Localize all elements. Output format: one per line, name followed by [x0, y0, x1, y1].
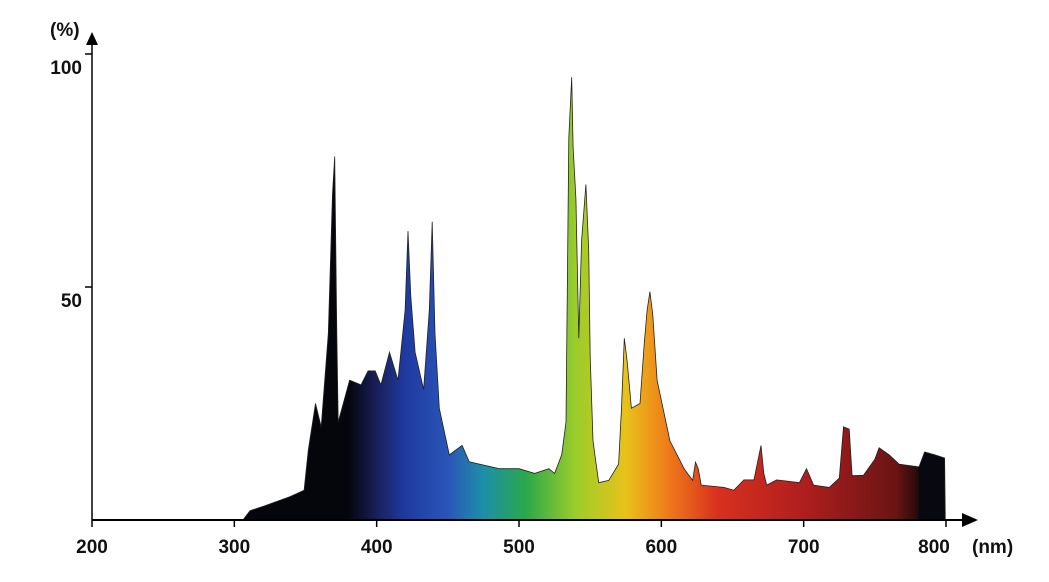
x-tick-label: 800 [918, 537, 950, 558]
x-axis-label: (nm) [972, 537, 1013, 558]
x-tick-label: 400 [361, 537, 393, 558]
x-axis-arrow-icon [962, 513, 978, 527]
x-tick-label: 200 [76, 537, 108, 558]
x-tick-label: 500 [503, 537, 535, 558]
y-tick-label: 100 [50, 58, 82, 79]
x-tick-label: 700 [788, 537, 820, 558]
x-tick-label: 300 [218, 537, 250, 558]
y-tick-label: 50 [61, 291, 82, 312]
spectrum-area [242, 77, 946, 521]
x-tick-label: 600 [645, 537, 677, 558]
y-axis-label: (%) [50, 20, 80, 41]
y-axis-arrow-icon [86, 32, 98, 45]
